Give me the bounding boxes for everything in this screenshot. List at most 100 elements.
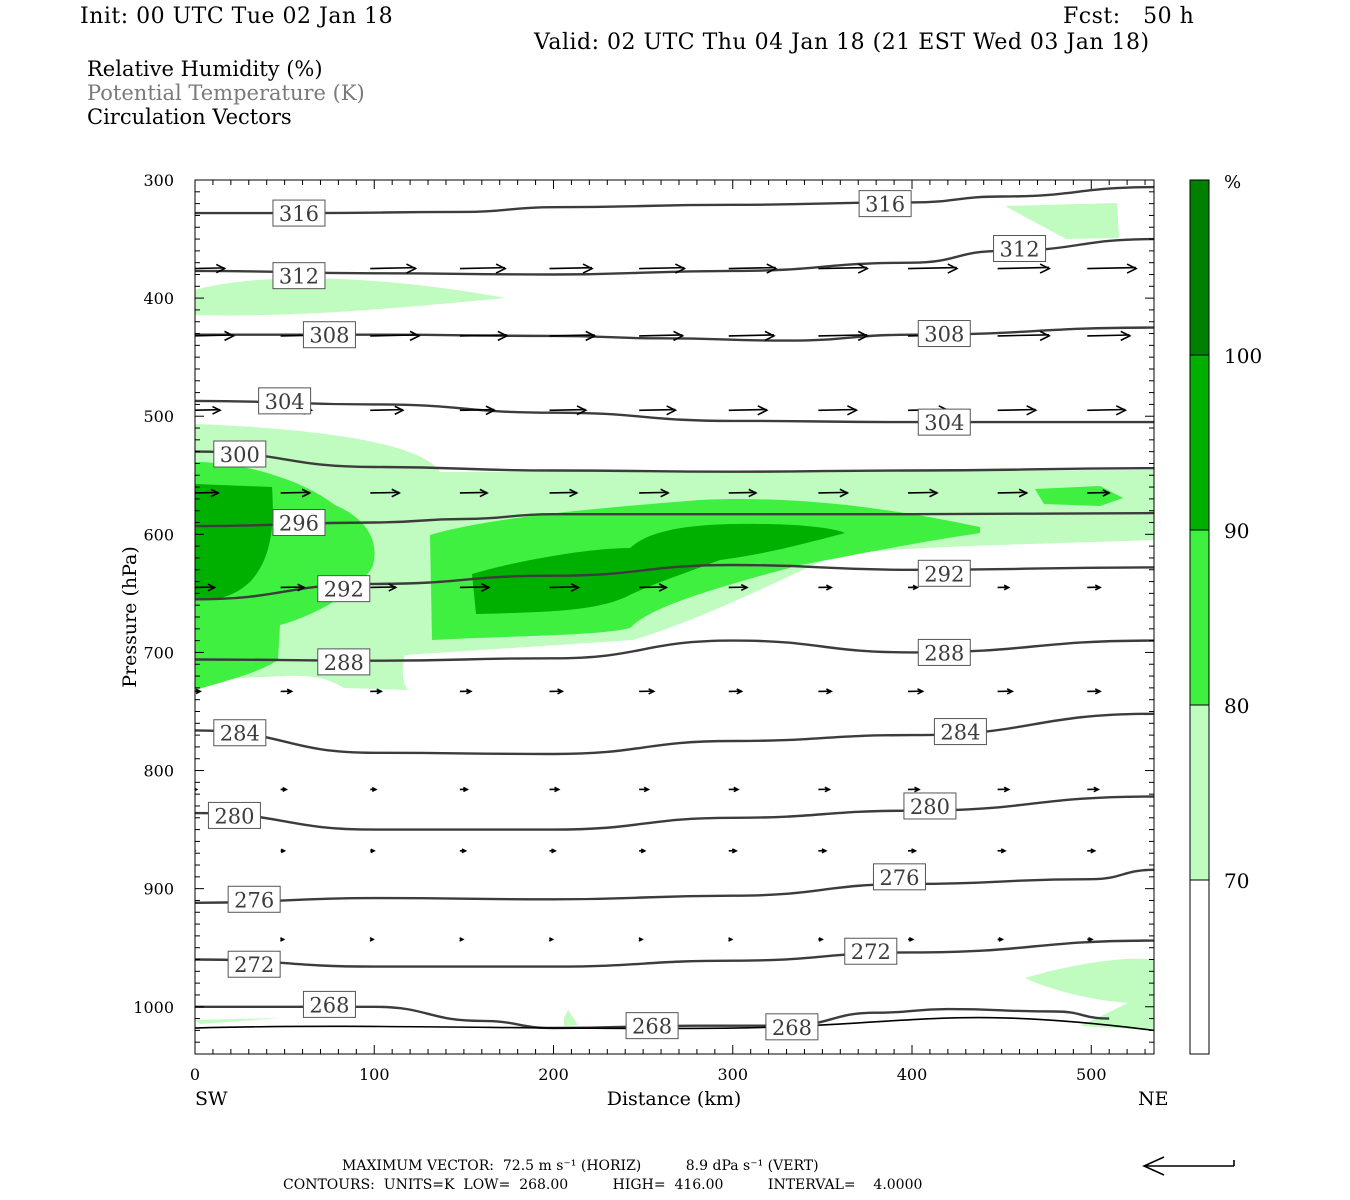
x-tick-label: 500 [1076,1065,1107,1084]
wind-vector [997,936,1005,942]
theta-label-288: 288 [317,648,371,676]
wind-vector [1087,848,1097,854]
theta-label-300: 300 [213,440,267,468]
wind-vector [280,583,307,592]
colorbar-segment [1190,355,1209,530]
max-vector-info: MAXIMUM VECTOR: 72.5 m s⁻¹ (HORIZ) 8.9 d… [342,1158,819,1174]
svg-text:268: 268 [772,1016,812,1040]
theta-label-316: 316 [858,190,912,218]
wind-vector [1087,263,1138,274]
wind-vector [638,937,644,942]
svg-text:312: 312 [279,265,319,289]
wind-vector [459,488,489,498]
wind-vector [639,848,647,854]
y-tick-label: 600 [143,525,174,544]
init-time: Init: 00 UTC Tue 02 Jan 18 [80,4,394,29]
theta-label-276: 276 [227,885,281,913]
wind-vector [818,330,869,342]
wind-vector [370,488,402,498]
surface-contour [195,1016,1154,1032]
colorbar-label: 80 [1224,694,1249,718]
relative-humidity-fill [195,203,1154,1030]
wind-vector [728,937,734,942]
y-tick-label: 500 [143,407,174,426]
wind-vector [818,786,832,793]
wind-vector [549,786,561,793]
svg-text:288: 288 [924,641,964,665]
svg-text:316: 316 [865,193,905,217]
wind-vector [639,405,678,416]
y-tick-label: 800 [143,762,174,781]
rh-90-region [195,484,273,600]
svg-text:304: 304 [924,411,964,435]
theta-label-268: 268 [625,1012,679,1040]
x-tick-label: 100 [359,1065,390,1084]
wind-vector [549,688,565,695]
svg-text:272: 272 [234,953,274,977]
wind-vector [280,786,289,792]
wind-vector [1087,405,1128,416]
wind-vector [549,848,557,854]
theta-label-304: 304 [917,408,971,436]
wind-vector [370,330,421,342]
colorbar-label: 70 [1224,869,1249,893]
wind-vector [818,405,859,416]
wind-vector [639,488,670,498]
legend-potential-temperature: Potential Temperature (K) [87,81,365,105]
colorbar-segment [1190,530,1209,705]
wind-vector [280,488,312,498]
theta-label-292: 292 [917,559,971,587]
svg-text:292: 292 [324,578,364,602]
wind-vector [997,848,1007,854]
x-tick-label: 200 [538,1065,569,1084]
theta-contour-280 [195,795,1154,831]
wind-vector [459,330,509,342]
y-tick-label: 1000 [133,998,174,1017]
wind-vector [459,688,473,695]
theta-label-284: 284 [213,719,267,747]
colorbar-label: 90 [1224,519,1249,543]
wind-vector [549,405,588,416]
wind-vector [997,263,1051,274]
wind-vector [280,848,287,854]
contours-info: CONTOURS: UNITS=K LOW= 268.00 HIGH= 416.… [283,1177,923,1193]
svg-text:304: 304 [265,390,305,414]
wind-vector [195,688,202,695]
wind-vector [728,583,749,592]
wind-vector [728,848,738,854]
potential-temperature-labels: 316 316 312 312 308 308 304 304 300 296 292 292 288 2… [207,190,1047,1041]
svg-text:288: 288 [324,651,364,675]
wind-vector [280,688,294,695]
wind-vector [728,330,776,342]
wind-vector [370,688,384,695]
theta-label-276: 276 [872,863,926,891]
theta-label-272: 272 [227,950,281,978]
wind-vector [459,848,468,854]
wind-vector [1087,688,1102,695]
reference-vector-arrow [1142,1156,1235,1176]
wind-vector [1087,489,1111,497]
svg-text:280: 280 [910,795,950,819]
axes: 300 400 500 600 700 800 900 1000 0 100 200 300 400 50… [133,171,1154,1084]
wind-vector [459,937,465,942]
colorbar-label: 100 [1224,344,1262,368]
svg-text:300: 300 [220,443,260,467]
x-right-label: NE [1138,1088,1169,1110]
wind-vector [195,263,227,274]
colorbar-unit: % [1224,172,1241,193]
colorbar-frame [1189,179,1210,1055]
theta-label-304: 304 [258,387,312,415]
colorbar-segment [1190,705,1209,880]
wind-vector [997,688,1015,695]
theta-label-316: 316 [272,199,326,227]
wind-vector [818,488,850,498]
rh-70-region [195,1018,280,1024]
x-tick-label: 400 [897,1065,928,1084]
wind-vector [639,263,687,274]
wind-vector [195,850,197,852]
y-tick-label: 900 [143,880,174,899]
svg-text:308: 308 [309,324,349,348]
theta-contour-268 [195,1005,1110,1030]
wind-vector [370,263,418,274]
